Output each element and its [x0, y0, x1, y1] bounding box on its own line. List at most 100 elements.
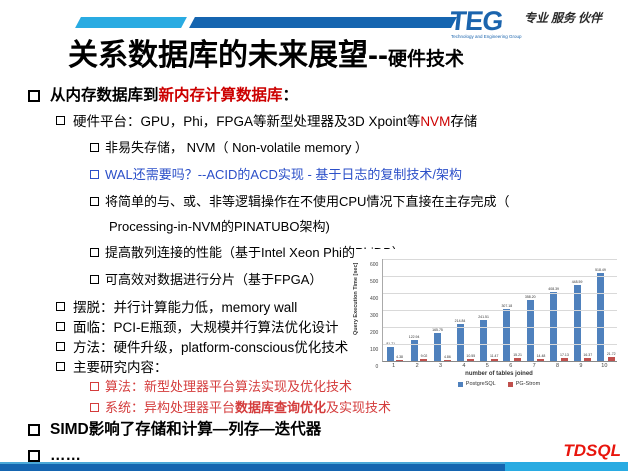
bar-group: 122.94 9.02	[406, 259, 429, 361]
legend-item: PG-Strom	[507, 381, 541, 387]
bullet-square-icon	[56, 302, 65, 311]
bar-postgresql	[434, 332, 442, 361]
bar-value-label: 16.37	[583, 353, 593, 358]
bar-column: 165.75	[432, 328, 443, 361]
bar-column: 214.84	[454, 319, 466, 361]
bullet-square-icon	[28, 450, 40, 462]
footer-bar-cyan-segment	[505, 462, 628, 471]
bullet-text: 算法：新型处理器平台算法实现及优化技术	[105, 379, 353, 394]
bar-column: 448.59	[572, 280, 582, 361]
bullet-text: 面临：PCI-E瓶颈，大规模并行算法优化设计	[73, 320, 339, 335]
bar-pg-strom	[396, 360, 404, 361]
bar-value-label: 122.94	[408, 335, 420, 340]
legend-swatch-icon	[507, 381, 513, 387]
bar-column: 14.48	[537, 354, 545, 361]
x-tick-label: 10	[601, 363, 608, 369]
x-tick-label: 6	[509, 363, 513, 369]
bar-value-label: 10.55	[466, 354, 476, 359]
bullet-line: ……	[0, 446, 628, 466]
bar-column: 408.39	[548, 287, 559, 361]
bullet-square-icon	[90, 197, 99, 206]
slide-title: 关系数据库的未来展望--硬件技术	[68, 30, 464, 74]
bar-value-label: 9.02	[420, 354, 428, 359]
bar-postgresql	[503, 308, 511, 361]
chart-x-axis-title: number of tables joined	[465, 371, 533, 377]
bar-column: 4.38	[396, 355, 404, 361]
bullet-line: 面临：PCI-E瓶颈，大规模并行算法优化设计	[0, 318, 628, 337]
teg-logo-tagline: 专业 服务 伙伴	[524, 11, 603, 25]
chart-y-axis-title: Query Execution Time [sec]	[353, 262, 359, 335]
chart-x-ticks: 1 2 3 4 5 6 7 8 9 10	[382, 363, 616, 369]
bullet-text: SIMD影响了存储和计算—列存—迭代器	[50, 421, 322, 438]
bullet-text: 硬件平台：GPU，Phi，FPGA等新型处理器及3D Xpoint等NVM存储	[73, 114, 478, 129]
bar-value-label: 241.51	[478, 314, 489, 319]
bar-value-label: 214.84	[454, 319, 466, 324]
bar-value-label: 4.86	[443, 355, 451, 359]
bullet-text: 主要研究内容：	[73, 360, 168, 375]
bullet-square-icon	[90, 143, 99, 152]
bar-value-label: 11.47	[489, 354, 499, 359]
bar-column: 518.49	[595, 268, 606, 361]
bullet-line: Processing-in-NVM的PINATUBO架构)	[0, 218, 628, 236]
bar-group: 165.75 4.86	[430, 259, 453, 361]
header-stripe-dark	[189, 17, 457, 28]
bar-value-label: 408.39	[548, 286, 560, 291]
slide-title-main: 关系数据库的未来展望--	[68, 39, 388, 72]
x-tick-label: 7	[532, 363, 536, 369]
bar-pg-strom	[607, 357, 615, 361]
bullet-text: 方法：硬件升级，platform-conscious优化技术	[73, 340, 349, 355]
bullet-square-icon	[90, 275, 99, 284]
bar-postgresql	[410, 340, 418, 361]
gridline	[383, 310, 617, 311]
x-tick-label: 2	[415, 363, 419, 369]
bar-pg-strom	[514, 358, 522, 361]
legend-label: PG-Strom	[515, 381, 541, 387]
chart-legend: PostgreSQL PG-Strom	[382, 381, 616, 387]
tdsql-brand: TDSQL	[563, 441, 621, 460]
teg-logo-subtext: Technology and Engineering Group	[451, 34, 522, 39]
bar-column: 9.02	[420, 354, 428, 361]
bullet-text: 系统：异构处理器平台数据库查询优化及实现技术	[105, 400, 392, 415]
x-tick-label: 4	[462, 363, 466, 369]
bar-pg-strom	[420, 359, 428, 361]
bullet-line: 将简单的与、或、非等逻辑操作在不使用CPU情况下直接在主存完成（	[0, 193, 628, 211]
bullet-text: 非易失存储， NVM（ Non-volatile memory ）	[105, 140, 368, 155]
bullet-text: 将简单的与、或、非等逻辑操作在不使用CPU情况下直接在主存完成（	[105, 194, 510, 209]
teg-logo: TEG Technology and Engineering Group 专业 …	[436, 3, 622, 43]
bar-postgresql	[480, 319, 488, 361]
bar-value-label: 4.38	[396, 355, 403, 359]
bar-column: 17.13	[560, 353, 569, 361]
bullet-line: 硬件平台：GPU，Phi，FPGA等新型处理器及3D Xpoint等NVM存储	[0, 112, 628, 131]
bullet-list: 从内存数据库到新内存计算数据库： 硬件平台：GPU，Phi，FPGA等新型处理器及…	[0, 86, 628, 471]
bullet-text: 从内存数据库到新内存计算数据库：	[50, 87, 299, 104]
bullet-text: Processing-in-NVM的PINATUBO架构)	[109, 219, 330, 234]
bar-value-label: 518.49	[595, 267, 606, 272]
y-tick-label: 100	[369, 347, 379, 353]
bullet-line: 从内存数据库到新内存计算数据库：	[0, 86, 628, 106]
bar-group: 307.18 15.21	[500, 259, 523, 361]
slide-title-sub: 硬件技术	[387, 49, 464, 70]
legend-swatch-icon	[457, 381, 463, 387]
x-tick-label: 3	[438, 363, 443, 369]
bullet-text: 摆脱：并行计算能力低，memory wall	[73, 300, 298, 315]
footer-bar	[0, 462, 628, 471]
bullet-text: ……	[50, 447, 81, 464]
bar-group: 358.20 14.48	[523, 259, 546, 361]
bullet-text: WAL还需要吗？--ACID的ACD实现 - 基于日志的复制技术/架构	[105, 167, 463, 182]
bar-column: 307.18	[501, 304, 512, 361]
bullet-square-icon	[28, 90, 40, 102]
bullet-text: 可高效对数据进行分片（基于FPGA）	[105, 272, 323, 287]
bar-column: 10.55	[466, 354, 475, 361]
bar-postgresql	[550, 291, 558, 361]
bar-value-label: 21.72	[606, 352, 616, 357]
bullet-square-icon	[90, 248, 99, 257]
bar-value-label: 15.21	[513, 353, 522, 358]
y-tick-label: 0	[375, 364, 379, 370]
y-tick-label: 500	[369, 279, 379, 285]
bar-column: 21.72	[607, 352, 616, 361]
bar-value-label: 17.13	[560, 353, 569, 358]
bullet-line: WAL还需要吗？--ACID的ACD实现 - 基于日志的复制技术/架构	[0, 166, 628, 184]
bar-group: 518.49 21.72	[594, 259, 617, 361]
bullet-line: 可高效对数据进行分片（基于FPGA）	[0, 271, 628, 289]
